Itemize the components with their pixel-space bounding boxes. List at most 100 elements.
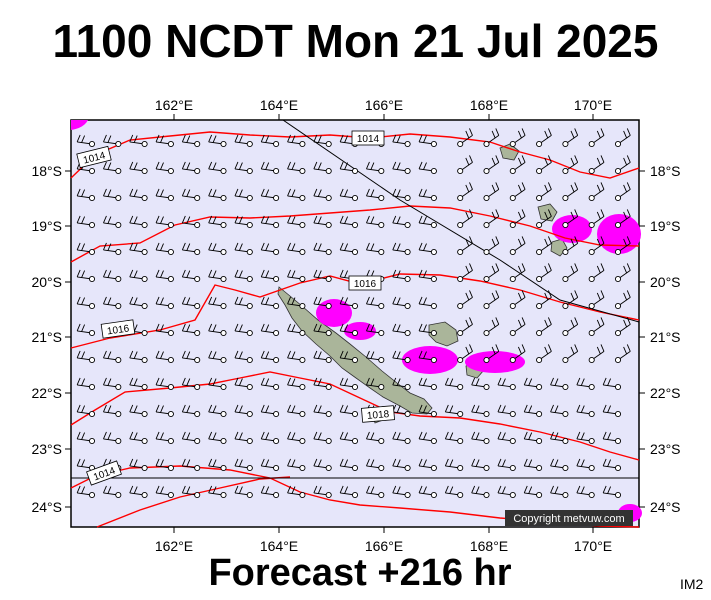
wind-barb	[509, 290, 526, 310]
wind-barb	[392, 161, 411, 175]
wind-barb	[418, 458, 437, 472]
wind-barb	[129, 296, 148, 310]
wind-barb	[392, 431, 411, 445]
isobar-line	[70, 273, 640, 349]
wind-barb	[234, 188, 253, 202]
lon-label: 166°E	[365, 538, 403, 554]
wind-barb	[208, 323, 227, 337]
copyright-badge: Copyright metvuw.com	[505, 510, 633, 526]
wind-barb	[614, 155, 631, 175]
wind-barb	[208, 242, 227, 256]
isobar-line	[96, 476, 291, 528]
lat-label: 20°S	[31, 274, 62, 290]
wind-barb	[550, 377, 569, 391]
wind-barb	[287, 404, 306, 418]
wind-barb	[208, 458, 227, 472]
wind-barb	[457, 209, 473, 229]
wind-barb	[483, 290, 500, 310]
wind-barb	[457, 317, 473, 337]
wind-barb	[562, 344, 579, 364]
isobar-label: 1016	[106, 323, 130, 337]
wind-barb	[418, 242, 437, 256]
wind-barb	[287, 350, 306, 364]
wind-barb	[509, 128, 526, 148]
wind-barb	[76, 350, 96, 364]
wind-barb	[234, 485, 253, 499]
latitude-labels-right: 18°S 19°S 20°S 21°S 22°S 23°S 24°S	[650, 163, 681, 515]
wind-barb	[497, 431, 516, 445]
wind-barb	[392, 323, 411, 337]
wind-barb	[536, 128, 552, 148]
wind-barb	[536, 344, 552, 364]
wind-barb	[208, 404, 227, 418]
rain-area	[316, 299, 352, 327]
wind-barb	[234, 350, 253, 364]
vanuatu-island-north	[499, 143, 520, 161]
wind-barb	[392, 458, 411, 472]
lat-label: 22°S	[31, 385, 62, 401]
wind-barb	[155, 458, 174, 472]
wind-barb	[418, 269, 437, 283]
wind-barb	[155, 242, 174, 256]
wind-barb	[313, 215, 332, 229]
wind-barb	[536, 290, 552, 310]
wind-barb	[614, 263, 631, 283]
wind-barb	[339, 404, 359, 418]
wind-barb	[155, 188, 174, 202]
wind-barb	[155, 485, 174, 499]
wind-barb	[457, 263, 473, 283]
wind-barb	[260, 269, 280, 283]
wind-barb	[576, 431, 595, 445]
wind-barb-layer	[76, 128, 631, 499]
wind-barb	[471, 458, 490, 472]
wind-barb	[471, 404, 490, 418]
wind-barb	[392, 242, 411, 256]
wind-barb	[129, 431, 148, 445]
wind-barb	[392, 269, 411, 283]
wind-barb	[287, 323, 306, 337]
wind-barb	[313, 296, 332, 310]
wind-barb	[457, 182, 473, 202]
wind-barb	[536, 317, 552, 337]
wind-barb	[234, 431, 253, 445]
wind-barb	[457, 128, 473, 148]
wind-barb	[129, 188, 148, 202]
rain-area	[465, 351, 525, 373]
wind-barb	[588, 155, 605, 175]
wind-barb	[260, 404, 280, 418]
wind-barb	[103, 431, 122, 445]
wind-barb	[366, 296, 385, 310]
wind-barb	[457, 290, 473, 310]
wind-barb	[339, 188, 359, 202]
wind-barb	[471, 485, 490, 499]
wind-barb	[155, 269, 174, 283]
wind-barb	[208, 215, 227, 229]
wind-barb	[129, 242, 148, 256]
lat-label: 18°S	[31, 163, 62, 179]
wind-barb	[418, 431, 437, 445]
wind-barb	[234, 404, 253, 418]
isobar-label: 1014	[82, 150, 107, 166]
wind-barb	[155, 404, 174, 418]
wind-barb	[313, 323, 332, 337]
wind-barb	[471, 431, 490, 445]
wind-barb	[602, 377, 622, 391]
isobar-line	[70, 205, 640, 263]
rain-area	[71, 120, 88, 130]
wind-barb	[444, 404, 464, 418]
wind-barb	[457, 236, 473, 256]
wind-barb	[562, 263, 579, 283]
wind-barb	[418, 485, 437, 499]
wind-barb	[287, 134, 306, 148]
wind-barb	[313, 161, 332, 175]
wind-barb	[509, 317, 526, 337]
wind-barb	[129, 161, 148, 175]
wind-barb	[181, 188, 201, 202]
wind-barb	[523, 458, 543, 472]
wind-barb	[602, 485, 622, 499]
wind-barb	[536, 236, 552, 256]
wind-barb	[287, 458, 306, 472]
wind-barb	[103, 188, 122, 202]
copyright-text: Copyright metvuw.com	[513, 513, 624, 525]
wind-barb	[287, 242, 306, 256]
